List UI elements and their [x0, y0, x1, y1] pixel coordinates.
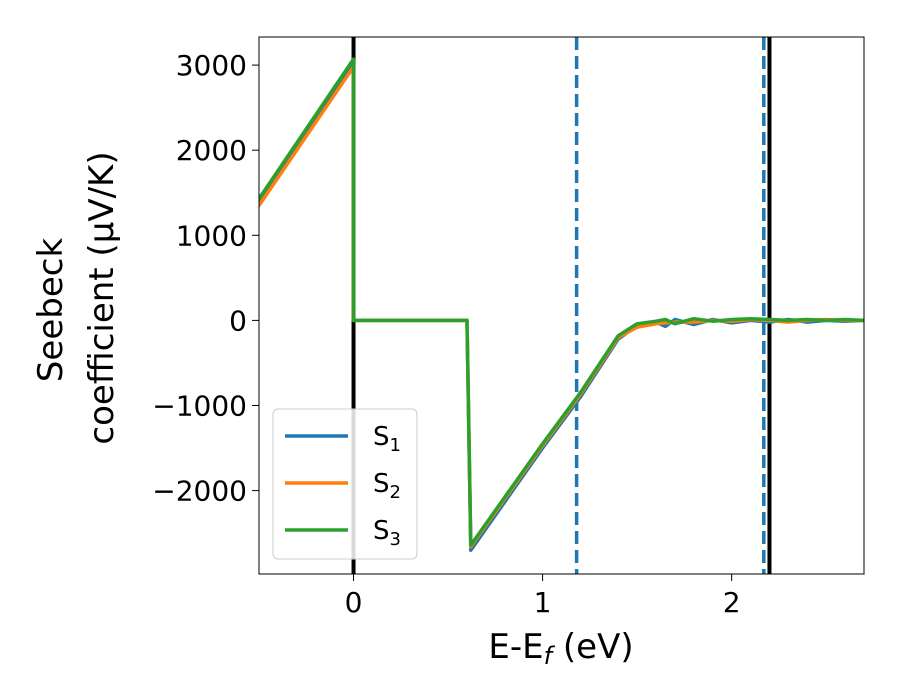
y-tick-label: 0 — [229, 304, 247, 337]
y-axis-label-line1: Seebeck — [31, 238, 71, 383]
legend-label-s1: S1 — [373, 422, 401, 456]
y-tick-label: −1000 — [152, 389, 247, 422]
y-tick-label: 2000 — [176, 134, 247, 167]
y-axis-label: Seebeck coefficient (μV/K) — [31, 151, 122, 444]
legend-label-s2: S2 — [373, 469, 401, 503]
x-axis-ticks: 0 1 2 — [345, 574, 741, 619]
series-layer — [259, 57, 864, 552]
y-tick-label: 3000 — [176, 49, 247, 82]
y-tick-label: 1000 — [176, 219, 247, 252]
x-tick-label: 0 — [345, 586, 363, 619]
x-tick-label: 1 — [534, 586, 552, 619]
y-tick-label: −2000 — [152, 475, 247, 508]
plot-frame — [258, 36, 865, 575]
x-axis-label: E-Ef (eV) — [488, 627, 633, 670]
series-line-s3 — [259, 57, 864, 547]
y-axis-ticks: 3000 2000 1000 0 −1000 −2000 — [152, 49, 259, 508]
y-axis-label-line2: coefficient (μV/K) — [82, 151, 122, 444]
legend: S1 S2 S3 — [272, 408, 418, 560]
legend-label-s3: S3 — [373, 516, 401, 550]
x-tick-label: 2 — [723, 586, 741, 619]
